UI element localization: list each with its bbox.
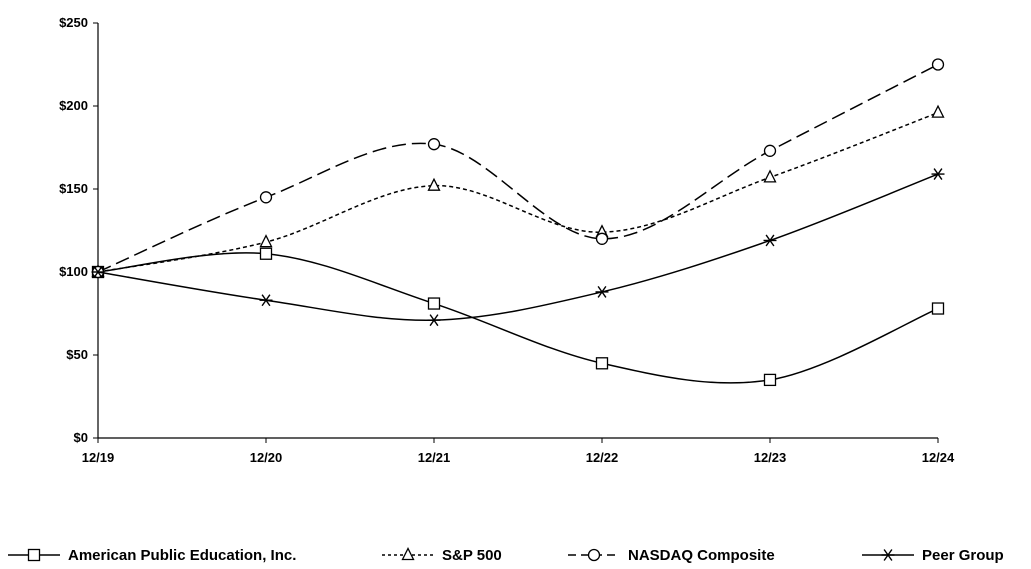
legend-marker (401, 547, 415, 561)
data-point (427, 297, 441, 310)
chart-axes: $0 $50 $100 $150 $200 $250 12/19 12/20 12/21 12/2… (59, 15, 955, 465)
x-tick-label: 12/20 (250, 450, 283, 465)
asterisk-stroke (429, 314, 439, 327)
series-layer (91, 58, 945, 387)
series-asterisk (91, 168, 945, 327)
series-line (97, 63, 939, 273)
data-point (595, 285, 609, 298)
asterisk-stroke (883, 549, 893, 561)
asterisk-stroke (765, 234, 775, 247)
legend-label: American Public Education, Inc. (68, 547, 296, 564)
data-point (931, 104, 945, 118)
legend-label: NASDAQ Composite (628, 547, 775, 564)
data-point (763, 144, 777, 157)
legend-item: NASDAQ Composite (568, 547, 775, 564)
data-point (427, 138, 441, 151)
asterisk-stroke (597, 285, 607, 298)
series-square (91, 247, 945, 387)
asterisk-stroke (93, 266, 103, 278)
legend-marker (881, 549, 895, 561)
data-point (259, 234, 273, 248)
chart-legend: American Public Education, Inc. S&P 500 NA… (8, 547, 1004, 564)
legend-item: S&P 500 (382, 547, 502, 564)
series-line (97, 252, 939, 384)
data-point (259, 294, 273, 307)
y-tick-label: $150 (59, 181, 88, 196)
series-triangle (91, 104, 945, 278)
series-circle (91, 58, 945, 279)
legend-item: American Public Education, Inc. (8, 547, 296, 564)
data-point (595, 357, 609, 370)
asterisk-stroke (261, 294, 271, 307)
data-point (763, 169, 777, 183)
data-point (427, 177, 441, 191)
data-point (91, 266, 105, 278)
data-point (259, 191, 273, 204)
asterisk-stroke (933, 168, 943, 180)
y-tick-label: $50 (66, 347, 88, 362)
x-tick-label: 12/19 (82, 450, 115, 465)
x-tick-label: 12/23 (754, 450, 787, 465)
y-tick-label: $0 (74, 430, 88, 445)
legend-item: Peer Group (862, 547, 1004, 564)
x-tick-label: 12/22 (586, 450, 619, 465)
series-line (97, 173, 939, 321)
series-line (97, 111, 939, 273)
x-tick-label: 12/24 (922, 450, 955, 465)
y-tick-label: $100 (59, 264, 88, 279)
data-point (259, 247, 273, 260)
y-tick-label: $250 (59, 15, 88, 30)
data-point (931, 58, 945, 71)
data-point (763, 373, 777, 387)
legend-marker (587, 548, 601, 562)
data-point (427, 314, 441, 327)
legend-marker (27, 548, 41, 562)
y-tick-label: $200 (59, 98, 88, 113)
data-point (763, 234, 777, 247)
data-point (931, 168, 945, 180)
legend-label: Peer Group (922, 547, 1004, 564)
data-point (595, 232, 609, 245)
x-tick-label: 12/21 (418, 450, 451, 465)
legend-label: S&P 500 (442, 547, 502, 564)
data-point (931, 302, 945, 315)
